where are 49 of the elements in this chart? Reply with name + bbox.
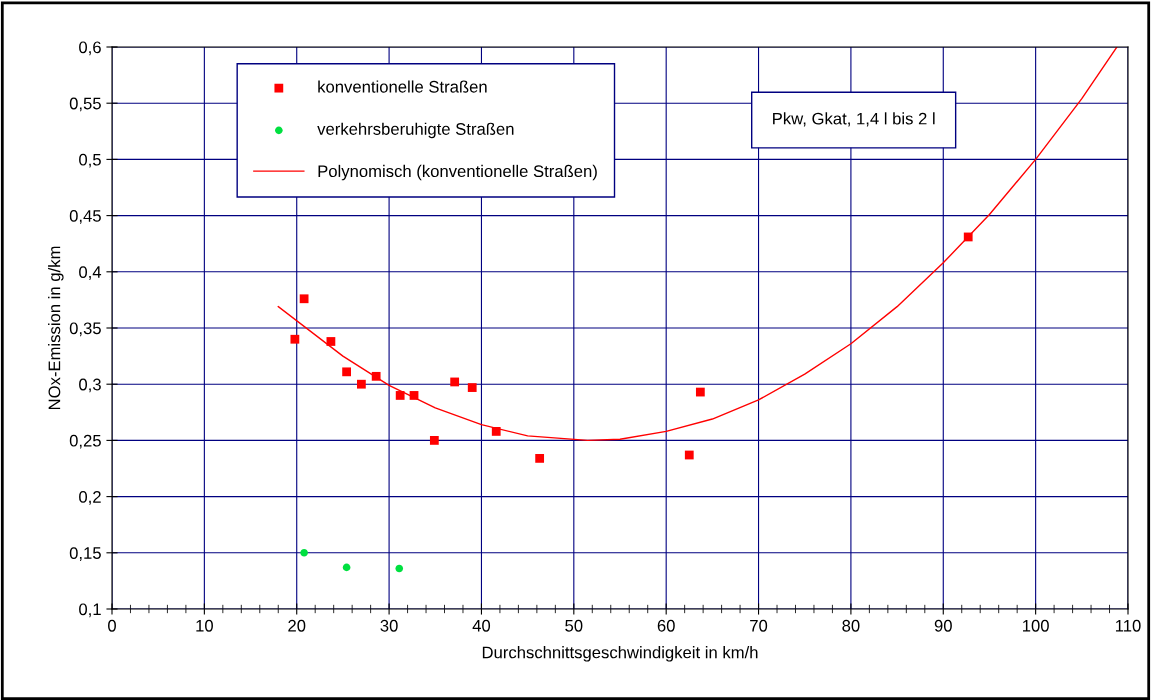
point [326, 337, 336, 346]
y-tick-label: 0,55 [69, 97, 101, 112]
point [395, 564, 404, 573]
annotation: Pkw, Gkat, 1,4 l bis 2 l [773, 112, 935, 127]
y-tick-label: 0,15 [69, 547, 101, 561]
point [429, 436, 439, 445]
y-tick-label: 0,5 [79, 153, 101, 168]
x-tick-label: 30 [380, 619, 398, 632]
x-tick-label: 70 [750, 619, 768, 632]
y-tick-label: 0,6 [79, 41, 101, 56]
y-tick-label: 0,2 [79, 491, 101, 505]
point [535, 453, 545, 463]
x-tick-label: 40 [472, 619, 491, 632]
x-tick-label: 50 [565, 619, 583, 632]
point [371, 371, 381, 381]
y-tick-label: 0,35 [69, 322, 101, 337]
y-tick-label: 0,45 [69, 210, 101, 224]
y-tick-label: 0,4 [79, 266, 102, 280]
point [342, 367, 351, 377]
x-tick-label: 60 [657, 619, 675, 632]
point [491, 427, 501, 436]
point [409, 391, 419, 400]
point [695, 387, 705, 397]
point [467, 383, 477, 392]
point [356, 379, 366, 389]
x-tick-label: 110 [1115, 619, 1141, 632]
point [450, 377, 460, 387]
x-tick-label: 100 [1023, 619, 1049, 632]
point [684, 450, 694, 460]
x-axis-title: Durchschnittsgeschwindigkeit in km/h [482, 646, 758, 662]
x-tick-label: 90 [934, 619, 952, 632]
point [342, 563, 351, 572]
x-tick-label: 80 [842, 619, 860, 632]
x-tick-label: 20 [288, 619, 306, 632]
y-axis-title: NOx-Emission in g/km [48, 246, 64, 410]
legend-label: Polynomisch (konventionelle Straßen) [318, 164, 597, 181]
point [963, 232, 973, 242]
point [290, 334, 300, 344]
legend-label: verkehrsberuhigte Straßen [317, 122, 514, 139]
point [300, 549, 308, 557]
point [395, 391, 405, 400]
x-tick-label: 10 [196, 619, 213, 632]
y-tick-label: 0,3 [79, 378, 101, 393]
x-tick-label: 0 [108, 619, 116, 632]
y-tick-label: 0,25 [69, 434, 101, 449]
legend-label: konventionelle Straßen [318, 80, 487, 93]
point [299, 294, 309, 304]
y-tick-label: 0,1 [79, 603, 101, 618]
line-series [277, 47, 1118, 442]
